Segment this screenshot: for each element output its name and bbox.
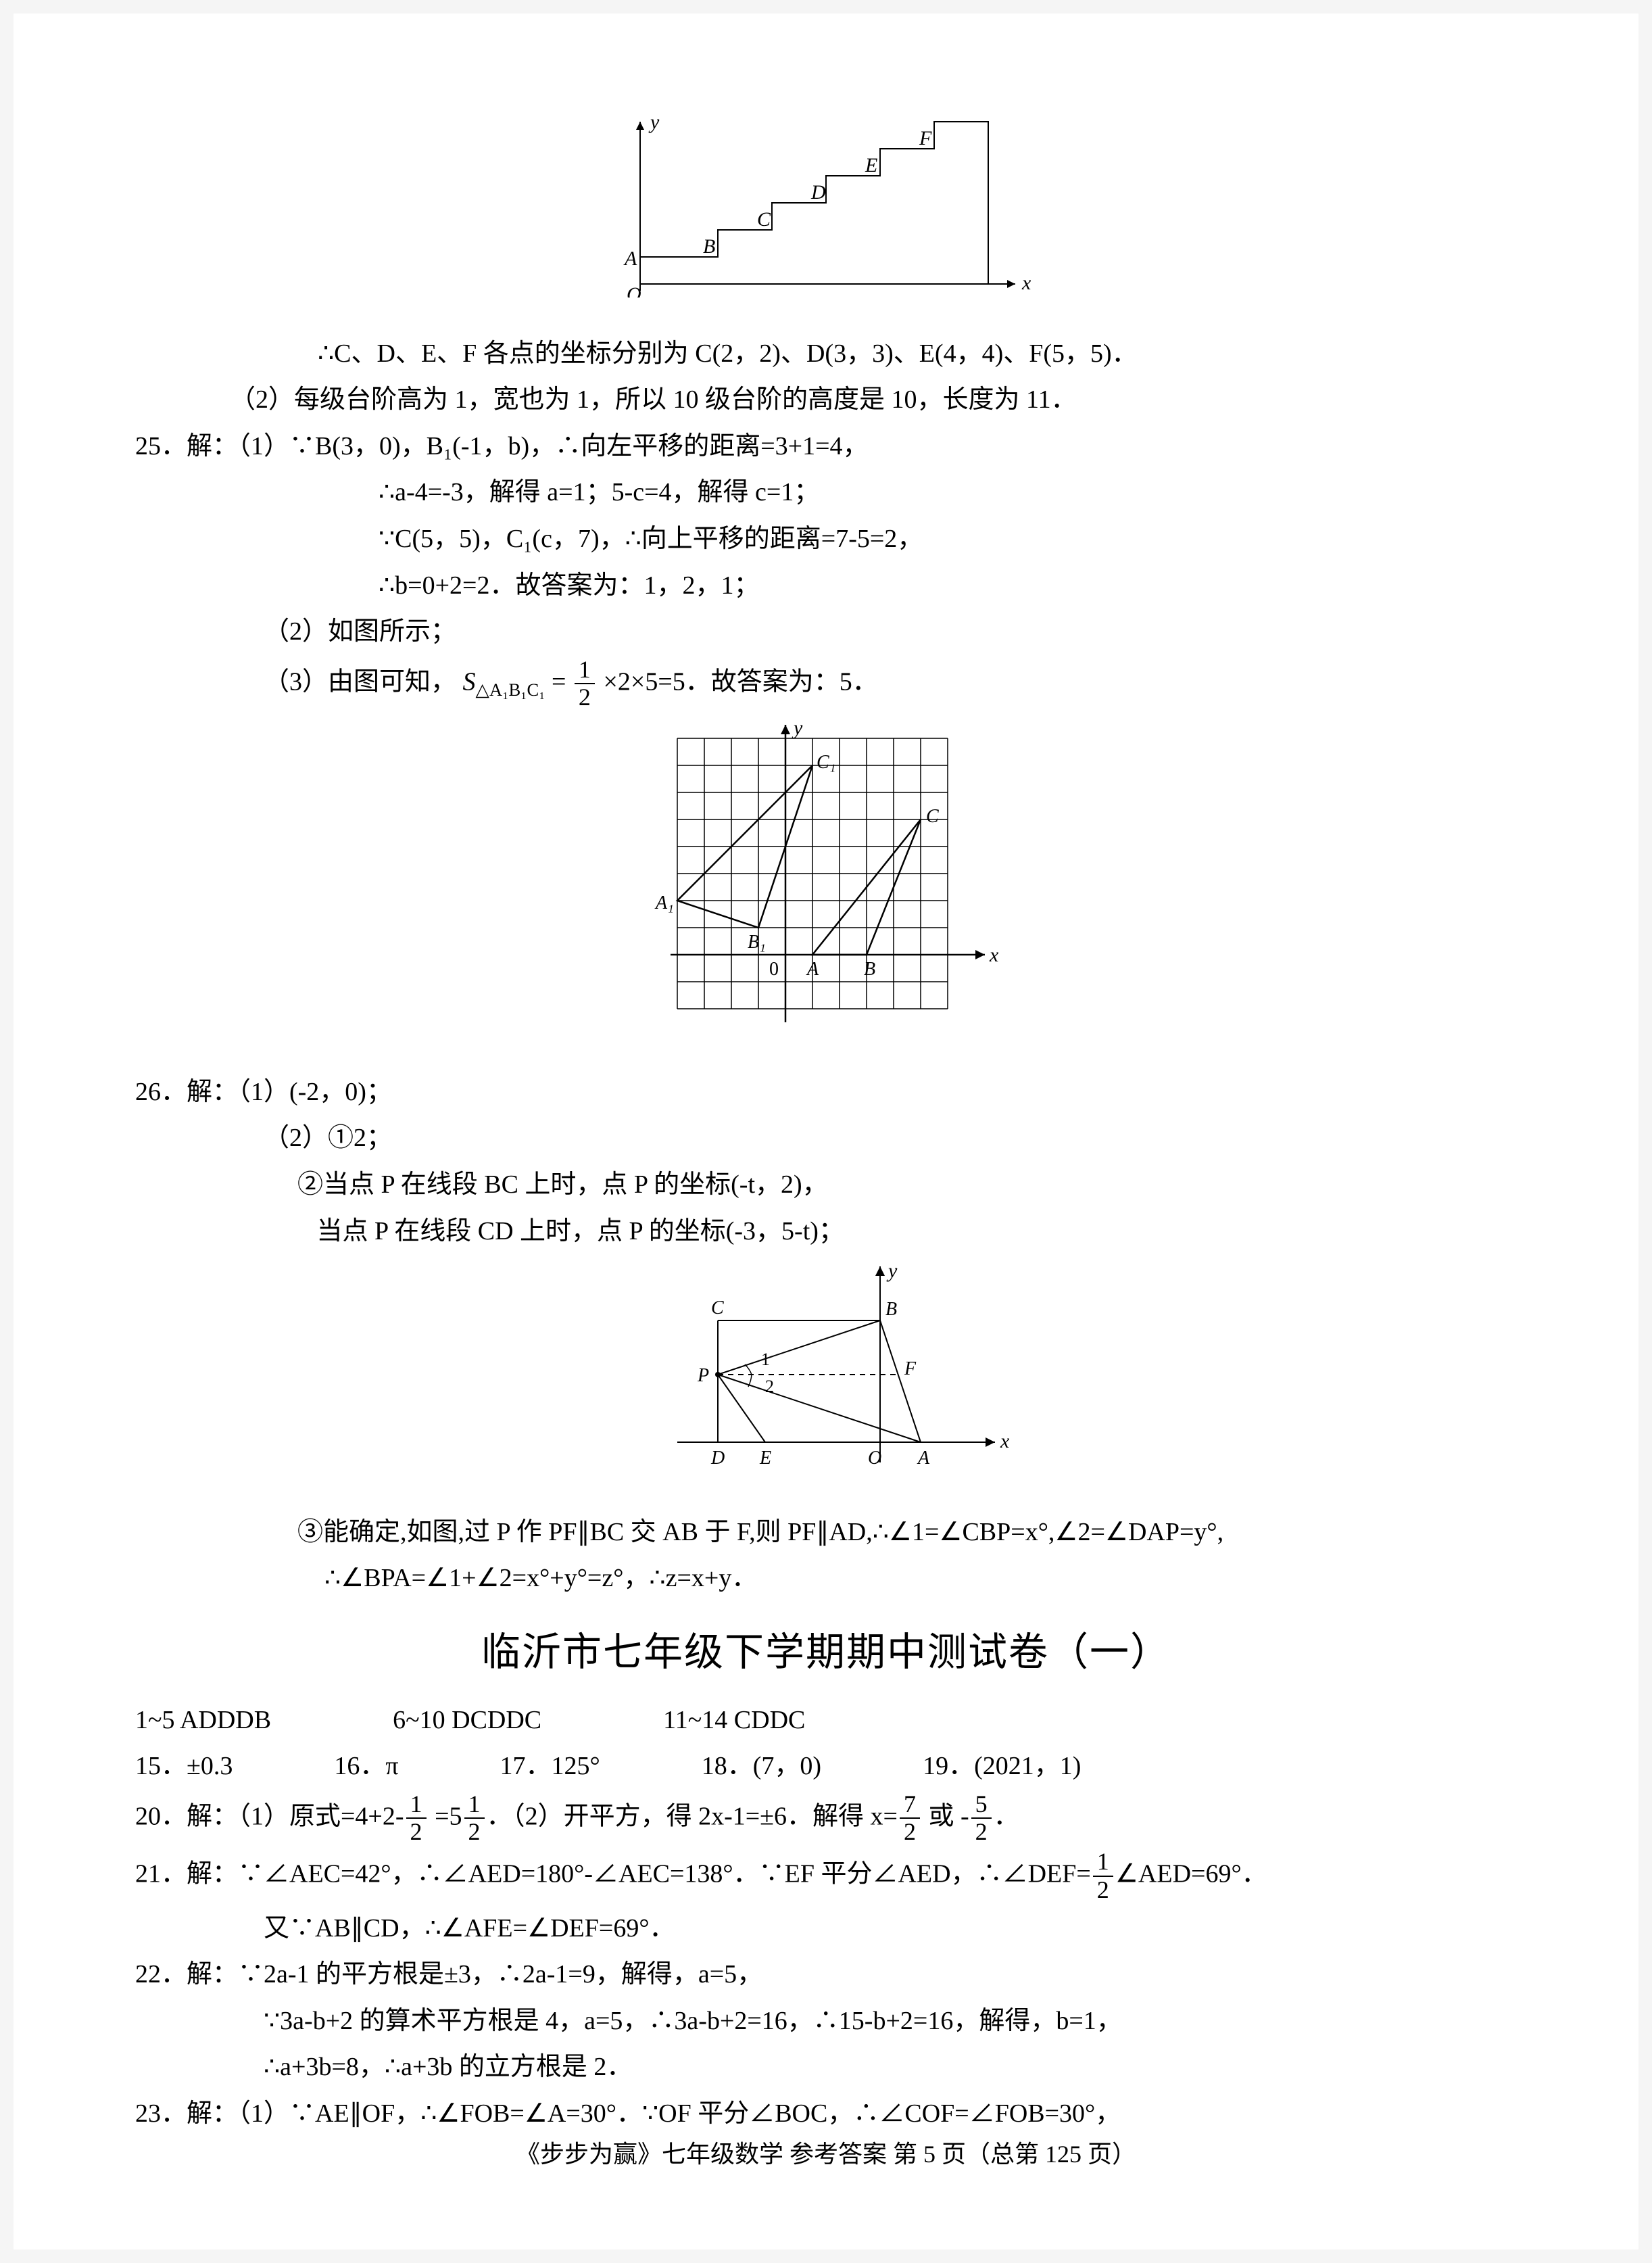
q20-mid: =5 bbox=[429, 1802, 462, 1830]
q22-a: 22．解：∵2a-1 的平方根是±3，∴2a-1=9，解得，a=5， bbox=[135, 1953, 1517, 1997]
svg-text:C: C bbox=[711, 1297, 724, 1318]
mc-11-14: 11~14 CDDC bbox=[663, 1698, 805, 1742]
q25-line1: 25．解：（1）∵B(3，0)，B₁(-1，b)，∴向左平移的距离=3+1=4， bbox=[135, 425, 1517, 469]
svg-text:x: x bbox=[1021, 272, 1031, 294]
mc-6-10: 6~10 DCDDC bbox=[393, 1698, 541, 1742]
page-footer: 《步步为赢》七年级数学 参考答案 第 5 页（总第 125 页） bbox=[14, 2134, 1638, 2175]
q25-3-pre: （3）由图可知， bbox=[264, 667, 456, 696]
svg-text:A: A bbox=[917, 1448, 930, 1469]
q22-c: ∴a+3b=8，∴a+3b 的立方根是 2． bbox=[135, 2045, 1517, 2089]
svg-text:y: y bbox=[792, 718, 803, 739]
q20-mid2: ．（2）开平方，得 2x-1=±6．解得 x= bbox=[487, 1802, 898, 1830]
q20-end: ． bbox=[994, 1802, 1019, 1830]
q25-line4: ∴b=0+2=2．故答案为：1，2，1； bbox=[135, 564, 1517, 608]
half-fraction: 12 bbox=[575, 657, 595, 711]
mc-row-2: 15．±0.3 16．π 17．125° 18．(7，0) 19．(2021，1… bbox=[135, 1744, 1517, 1788]
q25-3-mid: ×2×5=5．故答案为：5． bbox=[603, 667, 877, 696]
svg-text:B: B bbox=[864, 959, 875, 980]
ans-17: 17．125° bbox=[500, 1744, 600, 1788]
svg-text:2: 2 bbox=[765, 1377, 774, 1396]
figure-grid: y x 0 A₁ B₁ C₁ A B C bbox=[135, 718, 1517, 1050]
q20-or: 或 - bbox=[922, 1802, 969, 1830]
svg-text:D: D bbox=[810, 181, 826, 204]
q25-line3: ∵C(5，5)，C₁(c，7)，∴向上平移的距离=7-5=2， bbox=[135, 517, 1517, 561]
mc-1-5: 1~5 ADDDB bbox=[135, 1698, 271, 1742]
svg-text:E: E bbox=[865, 154, 877, 176]
q25-part2: （2）如图所示； bbox=[135, 610, 1517, 654]
svg-text:O: O bbox=[627, 283, 641, 297]
footer-book: 《步步为赢》 bbox=[516, 2141, 662, 2168]
q26-line1: 26．解：（1）(-2，0)； bbox=[135, 1070, 1517, 1114]
document-page: y x O A B C D E F ∴C、D、E、F 各点的坐标分别为 C(2，… bbox=[14, 14, 1638, 2249]
q23-a: 23．解：（1）∵AE∥OF，∴∠FOB=∠A=30°．∵OF 平分∠BOC，∴… bbox=[135, 2092, 1517, 2136]
section-title: 临沂市七年级下学期期中测试卷（一） bbox=[135, 1619, 1517, 1686]
ans-18: 18．(7，0) bbox=[702, 1744, 821, 1788]
q21-c: 又∵AB∥CD，∴∠AFE=∠DEF=69°． bbox=[135, 1907, 1517, 1951]
mc-row-1: 1~5 ADDDB 6~10 DCDDC 11~14 CDDC bbox=[135, 1698, 1517, 1742]
svg-text:D: D bbox=[710, 1448, 725, 1469]
svg-text:0: 0 bbox=[769, 959, 779, 980]
svg-text:y: y bbox=[886, 1260, 898, 1282]
q24-part2: （2）每级台阶高为 1，宽也为 1，所以 10 级台阶的高度是 10，长度为 1… bbox=[135, 378, 1517, 422]
svg-text:y: y bbox=[648, 115, 660, 133]
svg-text:C₁: C₁ bbox=[817, 752, 835, 773]
svg-text:E: E bbox=[759, 1448, 771, 1469]
svg-text:O: O bbox=[868, 1448, 881, 1469]
svg-text:A: A bbox=[623, 247, 637, 270]
q26-3b: ∴∠BPA=∠1+∠2=x°+y°=z°，∴z=x+y． bbox=[135, 1556, 1517, 1600]
q25-line2: ∴a-4=-3，解得 a=1；5-c=4，解得 c=1； bbox=[135, 471, 1517, 515]
q25-part3: （3）由图可知， S△A₁B₁C₁ = 12 ×2×5=5．故答案为：5． bbox=[135, 657, 1517, 711]
footer-rest: 七年级数学 参考答案 第 5 页（总第 125 页） bbox=[662, 2141, 1136, 2168]
q26-2b: ②当点 P 在线段 BC 上时，点 P 的坐标(-t，2)， bbox=[135, 1163, 1517, 1207]
fig3-svg: y x O 1 2 bbox=[637, 1260, 1015, 1476]
svg-text:C: C bbox=[926, 806, 939, 827]
svg-text:B₁: B₁ bbox=[748, 932, 766, 953]
svg-text:B: B bbox=[885, 1299, 897, 1320]
svg-text:F: F bbox=[904, 1358, 917, 1379]
q22-b: ∵3a-b+2 的算术平方根是 4，a=5，∴3a-b+2=16，∴15-b+2… bbox=[135, 1999, 1517, 2043]
staircase-svg: y x O A B C D E F bbox=[589, 115, 1063, 297]
svg-text:F: F bbox=[919, 127, 932, 149]
q21-b-text: ∠AED=69°． bbox=[1115, 1860, 1267, 1888]
ans-15: 15．±0.3 bbox=[135, 1744, 233, 1788]
q26-2a: （2）①2； bbox=[135, 1116, 1517, 1160]
q21-a-text: 21．解：∵∠AEC=42°，∴∠AED=180°-∠AEC=138°．∵EF … bbox=[135, 1860, 1091, 1888]
q26-2c: 当点 P 在线段 CD 上时，点 P 的坐标(-3，5-t)； bbox=[135, 1210, 1517, 1254]
figure-3: y x O 1 2 bbox=[135, 1260, 1517, 1490]
svg-text:1: 1 bbox=[761, 1350, 770, 1369]
svg-text:A₁: A₁ bbox=[654, 892, 674, 913]
ans-19: 19．(2021，1) bbox=[923, 1744, 1081, 1788]
ans-16: 16．π bbox=[334, 1744, 398, 1788]
q20: 20．解：（1）原式=4+2-12 =512．（2）开平方，得 2x-1=±6．… bbox=[135, 1791, 1517, 1846]
fig1-caption: ∴C、D、E、F 各点的坐标分别为 C(2，2)、D(3，3)、E(4，4)、F… bbox=[135, 332, 1517, 376]
grid-svg: y x 0 A₁ B₁ C₁ A B C bbox=[637, 718, 1015, 1036]
svg-text:x: x bbox=[1000, 1430, 1010, 1452]
svg-text:P: P bbox=[697, 1365, 709, 1386]
q26-3a: ③能确定,如图,过 P 作 PF∥BC 交 AB 于 F,则 PF∥AD,∴∠1… bbox=[135, 1510, 1517, 1554]
q25-sub: △A₁B₁C₁ bbox=[476, 680, 545, 700]
svg-text:B: B bbox=[703, 235, 715, 258]
svg-text:x: x bbox=[989, 944, 999, 966]
q21-a: 21．解：∵∠AEC=42°，∴∠AED=180°-∠AEC=138°．∵EF … bbox=[135, 1849, 1517, 1903]
figure-staircase: y x O A B C D E F bbox=[135, 115, 1517, 312]
q20-pre: 20．解：（1）原式=4+2- bbox=[135, 1802, 404, 1830]
svg-text:A: A bbox=[806, 959, 819, 980]
svg-text:C: C bbox=[757, 208, 771, 231]
